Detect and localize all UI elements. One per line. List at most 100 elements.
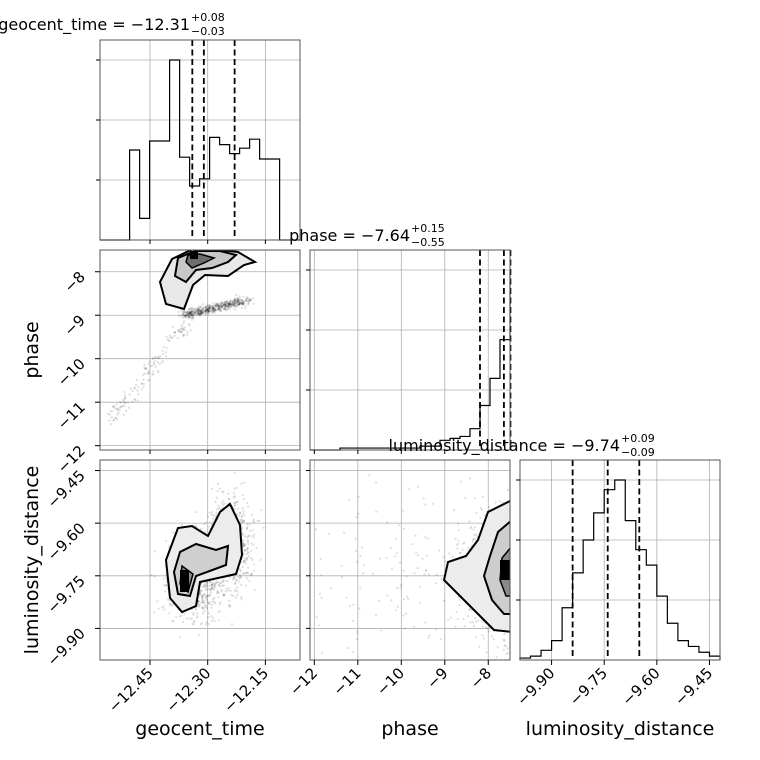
sample-point xyxy=(131,400,134,403)
sample-point xyxy=(179,315,182,318)
sample-point xyxy=(216,508,219,511)
sample-point xyxy=(245,527,248,530)
sample-point xyxy=(221,305,224,308)
sample-point xyxy=(211,311,215,314)
sample-point xyxy=(234,301,237,305)
sample-point xyxy=(230,302,233,305)
sample-point xyxy=(237,301,240,304)
sample-point xyxy=(418,601,422,604)
sample-point xyxy=(222,578,225,581)
sample-point xyxy=(250,572,253,575)
sample-point xyxy=(205,306,208,309)
sample-point xyxy=(117,412,120,415)
sample-point xyxy=(216,302,219,306)
sample-point xyxy=(193,308,196,311)
sample-point xyxy=(348,605,351,608)
sample-point xyxy=(152,373,155,376)
sample-point xyxy=(198,312,201,315)
sample-point xyxy=(355,516,358,519)
sample-point xyxy=(170,604,173,607)
sample-point xyxy=(192,613,195,616)
sample-point xyxy=(170,336,173,340)
sample-point xyxy=(198,314,202,317)
sample-point xyxy=(473,533,476,536)
sample-point xyxy=(240,515,243,519)
sample-point xyxy=(246,523,249,526)
sample-point xyxy=(221,303,224,306)
sample-point xyxy=(485,626,488,629)
sample-point xyxy=(490,635,494,638)
sample-point xyxy=(236,299,239,303)
sample-point xyxy=(192,310,195,313)
sample-point xyxy=(195,312,198,315)
sample-point xyxy=(205,309,208,312)
sample-point xyxy=(217,591,220,595)
sample-point xyxy=(197,308,200,311)
sample-point xyxy=(211,309,214,312)
sample-point xyxy=(478,645,481,648)
sample-point xyxy=(165,346,168,350)
sample-point xyxy=(230,593,233,597)
sample-point xyxy=(200,601,203,604)
sample-point xyxy=(218,307,221,310)
sample-point xyxy=(251,297,254,300)
sample-point xyxy=(180,328,183,331)
sample-point xyxy=(201,595,204,598)
sample-point xyxy=(463,541,466,544)
sample-point xyxy=(236,301,239,304)
sample-point xyxy=(190,313,193,317)
x-tick-label: −11 xyxy=(330,664,365,699)
sample-point xyxy=(253,588,256,592)
sample-point xyxy=(247,297,250,300)
sample-point xyxy=(238,514,241,517)
sample-point xyxy=(209,588,212,591)
sample-point xyxy=(246,548,249,551)
sample-point xyxy=(201,597,204,600)
sample-point xyxy=(113,416,117,420)
sample-point xyxy=(196,309,199,312)
sample-point xyxy=(474,616,477,620)
sample-point xyxy=(182,313,185,316)
sample-point xyxy=(425,569,428,573)
sample-point xyxy=(208,310,211,313)
sample-point xyxy=(487,630,491,633)
sample-point xyxy=(239,518,242,521)
sample-point xyxy=(114,407,117,410)
sample-point xyxy=(386,594,389,597)
sample-point xyxy=(416,485,419,488)
sample-point xyxy=(403,627,406,630)
sample-point xyxy=(202,309,205,312)
sample-point xyxy=(247,300,250,304)
sample-point xyxy=(434,582,437,585)
sample-point xyxy=(194,310,197,313)
sample-point xyxy=(136,389,139,392)
sample-point xyxy=(490,661,492,663)
sample-point xyxy=(194,308,197,311)
sample-point xyxy=(179,636,182,639)
sample-point xyxy=(442,556,445,559)
sample-point xyxy=(163,584,166,587)
sample-point xyxy=(235,500,238,504)
sample-point xyxy=(246,539,249,542)
sample-point xyxy=(251,558,254,561)
sample-point xyxy=(187,315,190,318)
sample-point xyxy=(206,600,209,603)
sample-point xyxy=(230,303,233,306)
x-tick-label: −9.45 xyxy=(671,664,716,709)
sample-point xyxy=(213,309,216,312)
sample-point xyxy=(204,305,207,309)
sample-point xyxy=(246,557,249,560)
sample-point xyxy=(206,594,209,597)
sample-point xyxy=(207,309,210,312)
sample-point xyxy=(394,537,398,540)
sample-point xyxy=(404,612,408,615)
sample-point xyxy=(505,653,508,656)
sample-point xyxy=(389,546,393,550)
sample-point xyxy=(141,382,144,385)
sample-point xyxy=(203,601,206,604)
sample-point xyxy=(228,304,231,307)
sample-point xyxy=(251,529,254,532)
sample-point xyxy=(385,556,388,560)
sample-point xyxy=(136,399,139,402)
sample-point xyxy=(241,565,244,569)
